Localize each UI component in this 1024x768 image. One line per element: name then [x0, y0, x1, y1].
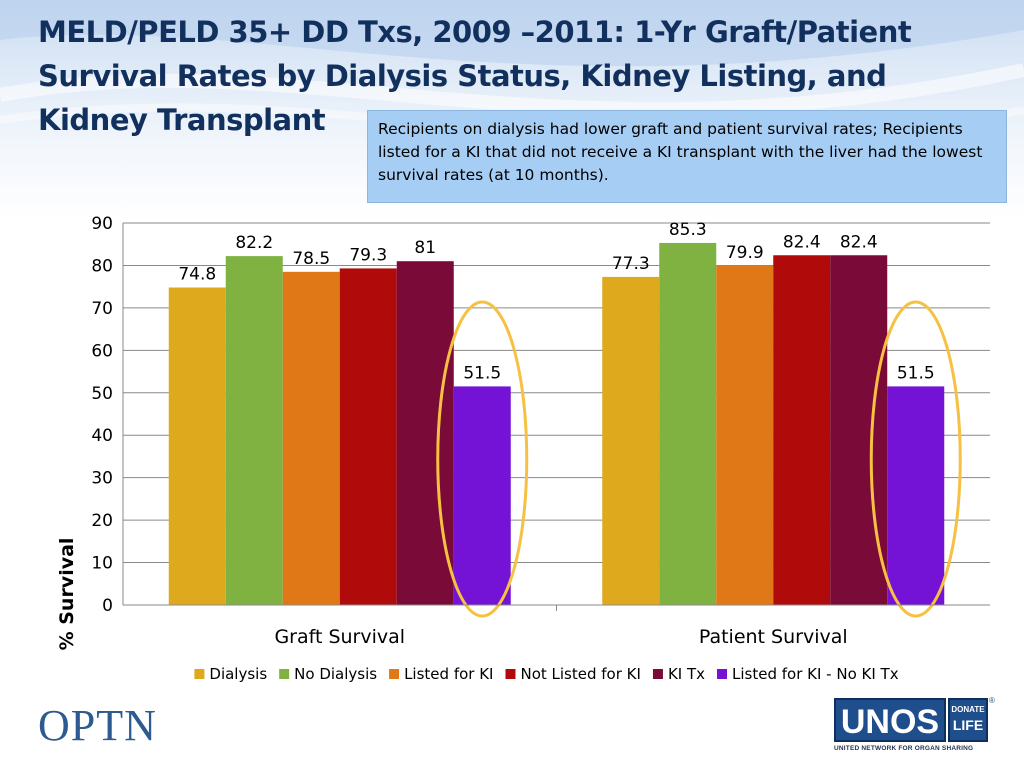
legend-swatch — [717, 669, 728, 679]
donate-life-badge: DONATE LIFE — [948, 698, 988, 742]
legend-swatch — [279, 669, 290, 679]
legend-item: No Dialysis — [279, 665, 377, 683]
legend-swatch — [389, 669, 400, 679]
legend-label: Dialysis — [209, 665, 267, 683]
bar — [453, 386, 511, 605]
unos-wordmark: UNOS — [834, 698, 946, 742]
data-label: 82.4 — [783, 232, 821, 252]
life-text: LIFE — [952, 717, 984, 733]
legend-item: Listed for KI — [389, 665, 493, 683]
callout-text: Recipients on dialysis had lower graft a… — [378, 120, 983, 184]
legend-item: KI Tx — [652, 665, 705, 683]
data-label: 82.2 — [235, 233, 273, 253]
bar — [659, 242, 717, 605]
data-label: 79.3 — [349, 245, 387, 265]
bar — [282, 271, 340, 605]
data-label: 78.5 — [292, 249, 330, 269]
registered-mark: ® — [989, 696, 995, 705]
legend-item: Listed for KI - No KI Tx — [717, 665, 899, 683]
y-tick-label: 80 — [91, 256, 113, 276]
chart-data-labels: 74.8 82.2 78.5 79.3 81 51.5 77.3 85.3 79.9 82.4 82… — [178, 220, 934, 383]
y-tick-label: 90 — [91, 214, 113, 234]
highlight-ellipses — [436, 300, 962, 618]
x-category-label: Graft Survival — [274, 626, 405, 648]
donate-text: DONATE — [951, 705, 985, 714]
x-category-label: Patient Survival — [699, 626, 848, 648]
y-tick-label: 40 — [91, 426, 113, 446]
legend-label: No Dialysis — [294, 665, 377, 683]
slide-title: MELD/PELD 35+ DD Txs, 2009 –2011: 1-Yr G… — [38, 15, 912, 137]
data-label: 77.3 — [612, 254, 650, 274]
chart-legend: Dialysis No Dialysis Listed for KI Not List… — [194, 665, 899, 683]
bar — [716, 265, 774, 605]
legend-swatch — [194, 669, 205, 679]
survival-bar-chart: 74.8 82.2 78.5 79.3 81 51.5 77.3 85.3 79.9 82.4 82… — [56, 214, 990, 683]
y-tick-label: 30 — [91, 469, 113, 489]
highlight-ellipse — [869, 300, 962, 618]
y-tick-label: 60 — [91, 341, 113, 361]
optn-logo: OPTN — [38, 701, 157, 750]
data-label: 51.5 — [897, 363, 935, 383]
highlight-ellipse — [436, 300, 529, 618]
legend-item: Not Listed for KI — [505, 665, 641, 683]
y-tick-label: 70 — [91, 299, 113, 319]
y-tick-label: 10 — [91, 554, 113, 574]
y-tick-label: 0 — [102, 596, 113, 616]
chart-axes: 0 10 20 30 40 50 60 70 80 90 Graft Survival Patient… — [91, 214, 990, 648]
legend-swatch — [505, 669, 516, 679]
unos-tagline: UNITED NETWORK FOR ORGAN SHARING — [834, 745, 974, 752]
data-label: 81 — [414, 238, 436, 258]
y-tick-label: 20 — [91, 511, 113, 531]
bar — [168, 287, 226, 605]
legend-label: Listed for KI — [404, 665, 493, 683]
legend-swatch — [652, 669, 663, 679]
bar — [602, 276, 660, 605]
data-label: 85.3 — [669, 220, 707, 240]
legend-item: Dialysis — [194, 665, 267, 683]
chart-bars — [168, 242, 945, 605]
data-label: 74.8 — [178, 265, 216, 285]
data-label: 79.9 — [726, 243, 764, 263]
y-axis-label: % Survival — [56, 538, 78, 651]
legend-label: KI Tx — [668, 665, 705, 683]
bar — [773, 255, 831, 605]
data-label: 82.4 — [840, 232, 878, 252]
bar — [887, 386, 945, 605]
unos-logo: UNOS DONATE LIFE ® UNITED NETWORK FOR OR… — [834, 696, 995, 756]
data-label: 51.5 — [463, 363, 501, 383]
callout-box: Recipients on dialysis had lower graft a… — [367, 110, 1007, 203]
bar — [225, 256, 283, 605]
bar — [339, 268, 397, 605]
y-tick-label: 50 — [91, 384, 113, 404]
legend-label: Not Listed for KI — [520, 665, 640, 683]
legend-label: Listed for KI - No KI Tx — [732, 665, 899, 683]
